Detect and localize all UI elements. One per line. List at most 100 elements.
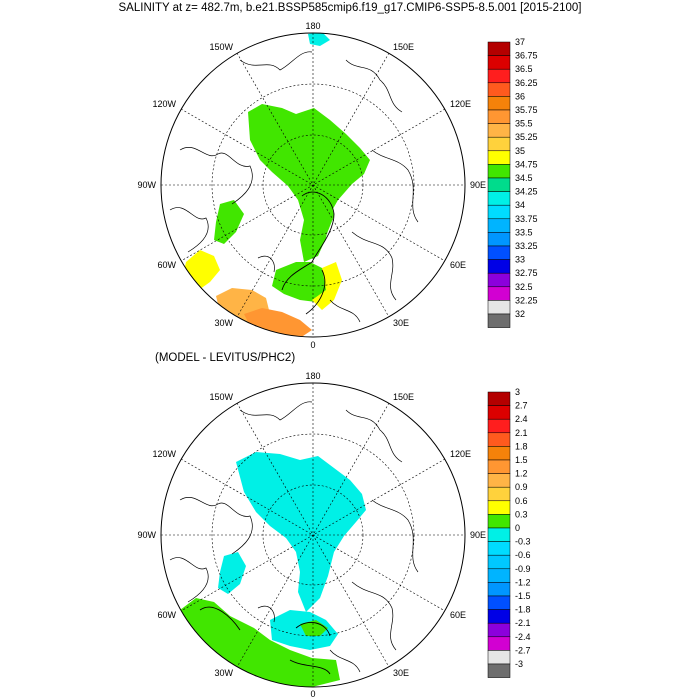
colorbar-swatch [487,622,511,638]
colorbar-swatch [487,432,511,447]
colorbar-swatch [487,500,511,515]
atlantic-yellow-fill [180,250,220,292]
lon-label-150e: 150E [393,392,414,402]
colorbar-tick-label: 33.5 [515,227,533,237]
colorbar-swatch [487,136,511,152]
bering-cyan-fill [308,33,330,46]
colorbar-swatch [487,650,511,665]
top-polar-map: 180 0 90W 90E 150W 120W 150E 120E 60W 30… [137,21,486,350]
colorbar-tick-label: 0 [515,523,520,533]
lon-label-150e: 150E [393,42,414,52]
lon-label-120e: 120E [450,99,471,109]
colorbar-swatch [487,245,511,260]
arctic-cyan-patch [300,182,334,250]
atlantic-dark-orange-fill [244,308,312,337]
colorbar-tick-label: 35.75 [515,105,538,115]
colorbar-tick-label: 1.5 [515,455,528,465]
top-coastlines [169,51,419,323]
arctic-basin-salinity-fill [248,104,370,262]
bottom-colorbar: 3 2.7 2.4 2.1 1.8 1.5 1.2 0.9 0.6 0.3 0 -0.3 -0.6 -0.… [487,387,531,678]
top-contour-line [281,191,335,315]
colorbar-swatch [487,473,511,488]
colorbar-tick-label: 3 [515,387,520,397]
lon-label-180: 180 [305,371,320,381]
bottom-polar-map: 180 0 90W 90E 150W 120W 150E 120E 60W 30… [137,371,486,699]
colorbar-tick-label: 34.75 [515,159,538,169]
bottom-contour-line [199,606,331,675]
lon-label-0: 0 [310,689,315,699]
greenland-sea-green [300,620,328,636]
colorbar-tick-label: 36.5 [515,64,533,74]
colorbar-tick-label: -2.4 [515,632,531,642]
colorbar-swatch [487,313,511,328]
colorbar-tick-label: 34.5 [515,173,533,183]
atlantic-yellow-fill-2 [312,262,342,310]
colorbar-swatch [487,486,511,502]
lon-label-60w: 60W [157,260,176,270]
colorbar-swatch [487,595,511,610]
colorbar-tick-label: 32.25 [515,295,538,305]
colorbar-tick-label: 35 [515,146,525,156]
colorbar-tick-label: 35.5 [515,119,533,129]
colorbar-swatch [487,459,511,474]
colorbar-swatch [487,232,511,247]
colorbar-swatch [487,150,511,165]
colorbar-swatch [487,527,511,542]
colorbar-swatch [487,554,511,570]
colorbar-tick-label: 32 [515,309,525,319]
lon-label-90e: 90E [470,180,486,190]
colorbar-tick-label: 34.25 [515,187,538,197]
lon-label-60e: 60E [450,260,466,270]
lon-label-30w: 30W [214,318,233,328]
colorbar-tick-label: 0.3 [515,509,528,519]
lon-label-30e: 30E [393,318,409,328]
colorbar-tick-label: -0.6 [515,550,531,560]
colorbar-swatch [487,259,511,274]
colorbar-tick-label: -1.8 [515,605,531,615]
colorbar-swatch [487,123,511,138]
colorbar-swatch [487,177,511,192]
colorbar-swatch [487,191,511,206]
colorbar-swatch [487,204,511,220]
lon-label-120w: 120W [152,449,176,459]
colorbar-swatch [487,55,511,70]
colorbar-swatch [487,636,511,651]
colorbar-tick-label: 33.25 [515,241,538,251]
colorbar-swatch [487,446,511,461]
lon-label-30w: 30W [214,668,233,678]
colorbar-swatch [487,568,511,583]
lon-label-90e: 90E [470,530,486,540]
difference-subtitle: (MODEL - LEVITUS/PHC2) [155,352,296,364]
colorbar-swatch [487,514,511,529]
top-colorbar: 37 36.75 36.5 36.25 36 35.75 35.5 35.25 35 34.75 3… [487,37,538,328]
colorbar-swatch [487,164,511,179]
arctic-basin-anomaly-fill [236,452,366,612]
colorbar-tick-label: 32.75 [515,268,538,278]
colorbar-swatch [487,96,511,111]
colorbar-swatch [487,68,511,84]
colorbar-swatch [487,609,511,624]
colorbar-tick-label: 37 [515,37,525,47]
lon-label-180: 180 [305,21,320,31]
colorbar-tick-label: -0.3 [515,537,531,547]
colorbar-swatch [487,418,511,434]
colorbar-tick-label: 32.5 [515,282,533,292]
colorbar-tick-label: 2.4 [515,414,528,424]
lon-label-150w: 150W [209,42,233,52]
colorbar-tick-label: -0.9 [515,564,531,574]
lon-label-60w: 60W [157,610,176,620]
lon-label-120w: 120W [152,99,176,109]
colorbar-tick-label: 1.8 [515,441,528,451]
colorbar-tick-label: 0.9 [515,482,528,492]
colorbar-tick-label: 36 [515,91,525,101]
colorbar-tick-label: -1.5 [515,591,531,601]
colorbar-tick-label: 2.7 [515,401,528,411]
colorbar-swatch [487,82,511,97]
colorbar-tick-label: 36.25 [515,78,538,88]
plot-title: SALINITY at z= 482.7m, b.e21.BSSP585cmip… [118,2,582,14]
labrador-anomaly-fill [218,552,246,594]
colorbar-tick-label: -2.1 [515,618,531,628]
colorbar-swatch [487,218,511,233]
lon-label-30e: 30E [393,668,409,678]
